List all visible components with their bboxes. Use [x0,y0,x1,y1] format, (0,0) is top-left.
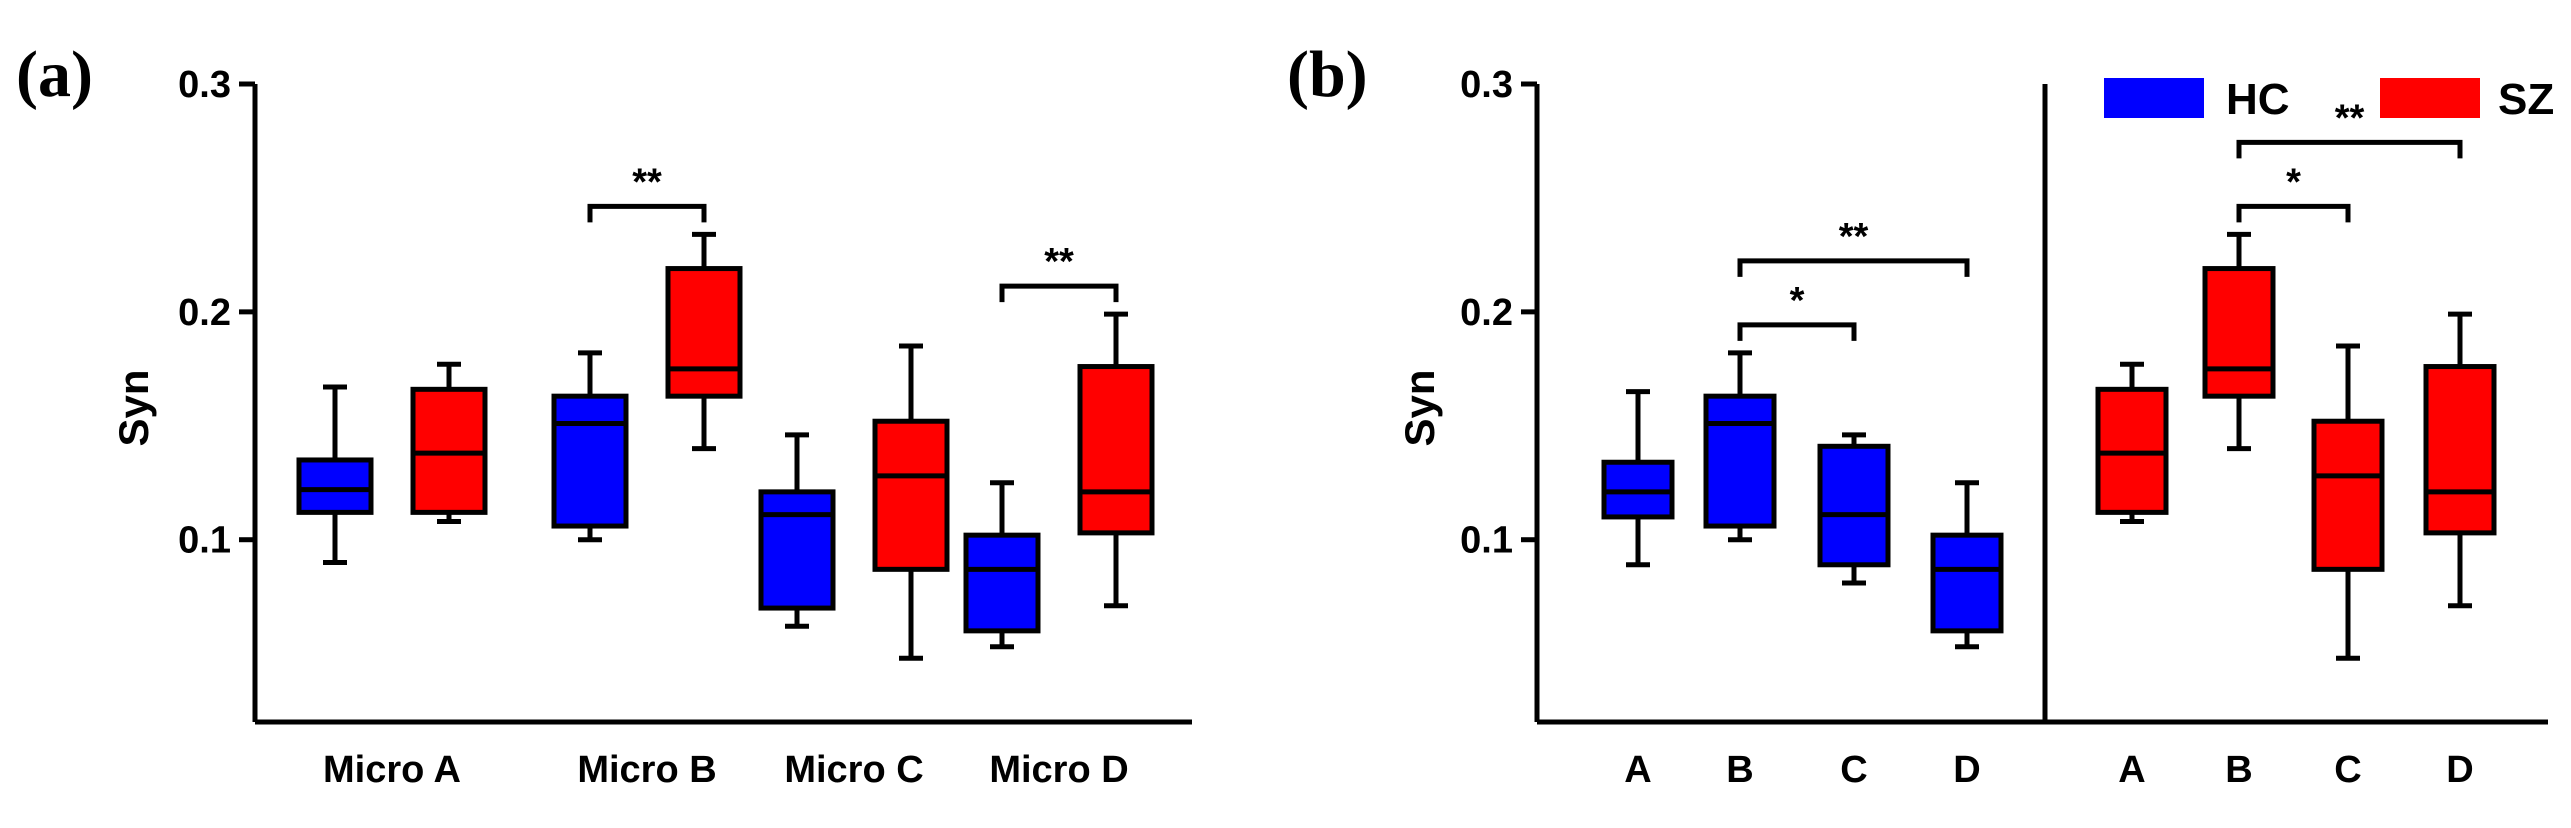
box-iqr [2202,266,2276,399]
panel-b-plot: 0.10.20.3A B C D***A B C D*** [1460,64,2548,791]
box-iqr [758,489,836,611]
panel-a-box-micro-b-sz [665,231,743,452]
panel-b-significance-hc-0: * [1737,280,1857,341]
panel-b-y-tick-label: 0.3 [1460,64,1513,106]
legend-swatch-sz [2380,78,2480,118]
panel-a-label: (a) [16,38,93,111]
significance-label: ** [1839,216,1869,258]
panel-a-box-micro-d-sz [1077,311,1155,609]
box-iqr [2423,364,2497,536]
panel-a-box-micro-c-sz [872,343,950,661]
significance-label: * [1790,280,1805,322]
significance-bracket [2236,203,2351,223]
panel-b-box-sz-c [2311,343,2385,661]
box-iqr [1817,443,1891,568]
panel-b-x-tick-label: D [2446,749,2473,791]
panel-b-significance-hc-1: ** [1737,216,1970,277]
panel-a-y-tick-label: 0.2 [178,292,231,334]
significance-label: * [2286,161,2301,203]
panel-b-x-tick-label: C [1840,749,1867,791]
panel-a-x-tick-label: Micro C [784,749,923,791]
panel-a-y-tick-label: 0.3 [178,64,231,106]
box-iqr [872,418,950,572]
panel-b-y-axis-title: Syn [1396,369,1443,446]
box-iqr [551,393,629,529]
box-iqr [963,532,1041,634]
legend-swatch-hc [2104,78,2204,118]
significance-label: ** [1044,241,1074,283]
box-iqr [1930,532,2004,634]
legend-label-hc: HC [2226,75,2290,124]
panel-a-box-micro-c-hc [758,432,836,629]
panel-a-box-micro-d-hc [963,480,1041,650]
panel-a-box-micro-b-hc [551,350,629,543]
legend-label-sz: SZ [2498,75,2554,124]
significance-bracket [1737,322,1857,341]
significance-label: ** [632,161,662,203]
panel-a-x-tick-label: Micro D [989,749,1128,791]
significance-bracket [999,283,1119,303]
panel-b-box-sz-d [2423,311,2497,609]
panel-b-box-sz-b [2202,231,2276,452]
panel-b-significance-sz-0: * [2236,161,2351,223]
significance-label: ** [2335,97,2365,139]
panel-b-x-tick-label: B [2225,749,2252,791]
box-iqr [1703,393,1777,529]
panel-a-significance-0: ** [587,161,707,223]
panel-b-box-hc-a [1601,389,1675,568]
significance-bracket [2236,139,2463,159]
panel-b-x-tick-label: B [1726,749,1753,791]
panel-b-box-hc-c [1817,432,1891,586]
box-iqr [665,266,743,399]
significance-bracket [587,203,707,223]
panel-b-label: (b) [1287,38,1368,111]
panel-a-significance-1: ** [999,241,1119,303]
panel-b-x-tick-label: C [2334,749,2361,791]
panel-b-box-hc-d [1930,480,2004,650]
panel-b-x-tick-label: A [2118,749,2145,791]
panel-b-box-hc-b [1703,350,1777,543]
panel-b-box-sz-a [2095,361,2169,524]
panel-a-y-axis-title: Syn [110,369,157,446]
panel-a-x-tick-label: Micro A [323,749,461,791]
panel-a-plot: 0.1 0.2 0.3 Micro A Micro B Micro C Micro D ** *… [178,64,1192,791]
panel-b-significance-sz-1: ** [2236,97,2463,159]
box-iqr [2311,418,2385,572]
panel-b-x-tick-label: D [1953,749,1980,791]
box-iqr [1077,364,1155,536]
panel-a-box-micro-a-sz [410,361,488,524]
box-iqr [296,457,374,515]
panel-b-x-tick-label: A [1624,749,1651,791]
panel-b-y-tick-label: 0.2 [1460,292,1513,334]
panel-a-y-tick-label: 0.1 [178,520,231,562]
panel-a-x-tick-label: Micro B [577,749,716,791]
panel-b-y-tick-label: 0.1 [1460,520,1513,562]
significance-bracket [1737,258,1970,277]
panel-a-box-micro-a-hc [296,384,374,565]
